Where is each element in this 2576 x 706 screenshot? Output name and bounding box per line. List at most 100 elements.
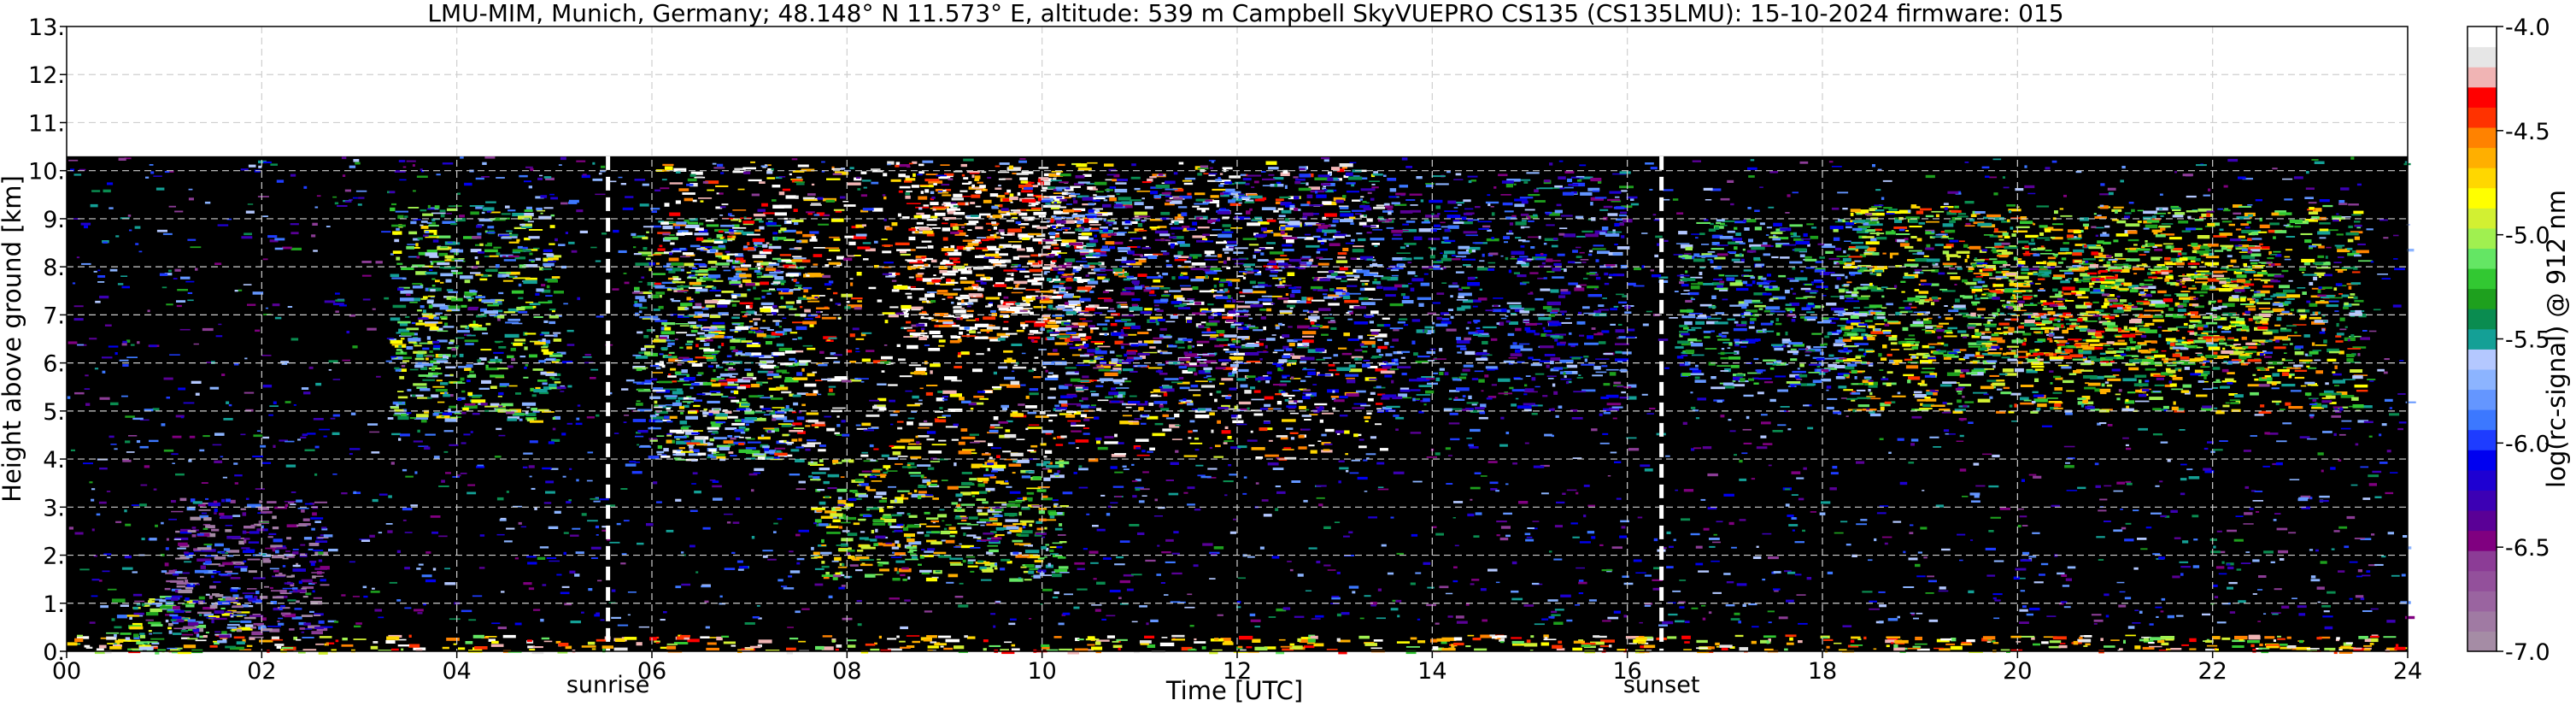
signal-pixel xyxy=(930,520,939,523)
signal-pixel xyxy=(538,360,546,363)
signal-pixel xyxy=(506,230,513,232)
signal-pixel xyxy=(243,538,250,540)
signal-pixel xyxy=(278,622,285,626)
signal-pixel xyxy=(698,222,704,226)
signal-pixel xyxy=(2189,638,2197,643)
signal-pixel xyxy=(825,526,839,528)
signal-pixel xyxy=(1540,333,1547,337)
signal-pixel xyxy=(301,615,314,617)
signal-pixel xyxy=(1273,209,1279,213)
signal-pixel xyxy=(1463,231,1477,234)
signal-pixel xyxy=(290,574,295,578)
signal-pixel xyxy=(780,296,783,300)
signal-pixel xyxy=(1683,649,1692,650)
signal-pixel xyxy=(202,635,208,638)
signal-pixel xyxy=(1008,463,1022,467)
signal-pixel xyxy=(426,300,434,304)
signal-pixel xyxy=(1267,266,1279,269)
signal-pixel xyxy=(104,650,112,654)
signal-pixel xyxy=(901,494,905,497)
signal-pixel xyxy=(1338,650,1347,655)
signal-pixel xyxy=(1345,453,1348,456)
signal-pixel xyxy=(907,344,918,350)
signal-pixel xyxy=(814,426,819,428)
signal-pixel xyxy=(415,362,426,365)
signal-pixel xyxy=(1308,444,1315,447)
signal-pixel xyxy=(931,319,938,321)
signal-pixel xyxy=(1298,434,1305,438)
signal-pixel xyxy=(948,409,963,412)
signal-pixel xyxy=(727,336,733,338)
signal-pixel xyxy=(1044,450,1053,454)
signal-pixel xyxy=(1023,570,1030,574)
signal-pixel xyxy=(1020,324,1029,327)
signal-pixel xyxy=(1117,305,1129,309)
signal-pixel xyxy=(1621,235,1625,238)
signal-pixel xyxy=(1396,252,1411,254)
signal-pixel xyxy=(1515,237,1522,239)
signal-pixel xyxy=(995,187,1002,190)
signal-pixel xyxy=(1149,290,1155,294)
signal-pixel xyxy=(485,368,499,371)
signal-pixel xyxy=(1343,332,1350,337)
signal-pixel xyxy=(452,248,460,252)
signal-pixel xyxy=(1439,371,1444,375)
signal-pixel xyxy=(979,491,988,494)
signal-pixel xyxy=(1020,530,1033,534)
signal-pixel xyxy=(416,414,429,418)
signal-pixel xyxy=(431,261,445,263)
signal-pixel xyxy=(396,262,403,265)
signal-pixel xyxy=(511,290,524,294)
signal-pixel xyxy=(1915,643,1928,645)
signal-pixel xyxy=(919,569,932,573)
signal-pixel xyxy=(877,404,886,407)
signal-pixel xyxy=(1232,420,1244,424)
signal-pixel xyxy=(1194,380,1208,382)
signal-pixel xyxy=(1038,253,1042,257)
signal-pixel xyxy=(688,275,692,279)
signal-pixel xyxy=(905,292,912,295)
signal-pixel xyxy=(882,266,892,268)
signal-pixel xyxy=(390,648,399,651)
signal-pixel xyxy=(298,621,307,626)
signal-pixel xyxy=(496,368,508,370)
signal-pixel xyxy=(835,572,841,575)
signal-pixel xyxy=(531,408,538,411)
signal-pixel xyxy=(433,358,447,360)
signal-pixel xyxy=(484,310,498,315)
signal-pixel xyxy=(1016,438,1025,440)
signal-pixel xyxy=(1339,267,1348,271)
signal-pixel xyxy=(1189,442,1203,444)
signal-pixel xyxy=(662,225,673,230)
signal-pixel xyxy=(565,645,572,650)
signal-pixel xyxy=(996,195,1006,198)
signal-pixel xyxy=(844,235,854,238)
signal-pixel xyxy=(2016,641,2021,643)
signal-pixel xyxy=(994,502,1006,503)
signal-pixel xyxy=(915,367,927,371)
signal-pixel xyxy=(1099,332,1109,336)
signal-pixel xyxy=(2369,635,2379,638)
signal-pixel xyxy=(942,273,956,276)
signal-pixel xyxy=(900,438,914,442)
signal-pixel xyxy=(807,347,816,350)
signal-pixel xyxy=(979,518,989,522)
signal-pixel xyxy=(879,562,889,565)
signal-pixel xyxy=(1366,412,1372,415)
signal-pixel xyxy=(1309,310,1314,313)
signal-pixel xyxy=(209,645,218,648)
signal-pixel xyxy=(308,543,320,546)
signal-pixel xyxy=(811,203,821,204)
signal-pixel xyxy=(150,624,163,627)
signal-pixel xyxy=(747,441,761,444)
signal-pixel xyxy=(484,405,499,408)
signal-pixel xyxy=(2083,645,2088,647)
signal-pixel xyxy=(945,189,952,191)
signal-pixel xyxy=(1057,252,1067,254)
signal-pixel xyxy=(420,209,427,212)
signal-pixel xyxy=(535,386,541,390)
signal-pixel xyxy=(716,391,721,394)
signal-pixel xyxy=(220,597,226,602)
signal-pixel xyxy=(1196,344,1203,346)
signal-pixel xyxy=(922,278,935,282)
